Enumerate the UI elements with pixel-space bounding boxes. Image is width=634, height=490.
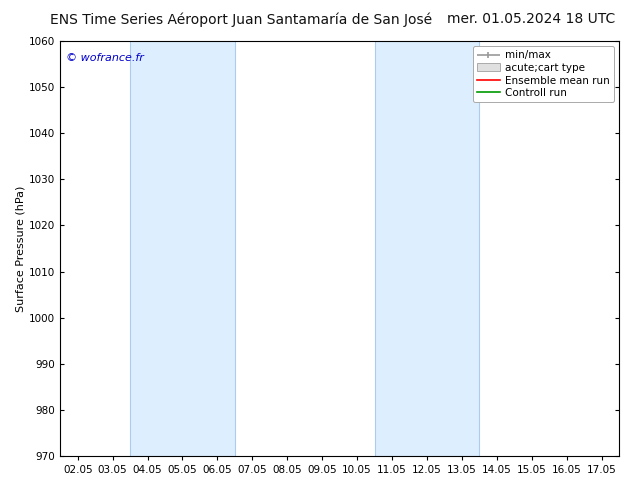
Bar xyxy=(375,41,479,456)
Bar xyxy=(130,41,235,456)
Y-axis label: Surface Pressure (hPa): Surface Pressure (hPa) xyxy=(15,185,25,312)
Text: mer. 01.05.2024 18 UTC: mer. 01.05.2024 18 UTC xyxy=(447,12,615,26)
Legend: min/max, acute;cart type, Ensemble mean run, Controll run: min/max, acute;cart type, Ensemble mean … xyxy=(472,46,614,102)
Text: ENS Time Series Aéroport Juan Santamaría de San José: ENS Time Series Aéroport Juan Santamaría… xyxy=(50,12,432,27)
Text: © wofrance.fr: © wofrance.fr xyxy=(66,53,144,64)
